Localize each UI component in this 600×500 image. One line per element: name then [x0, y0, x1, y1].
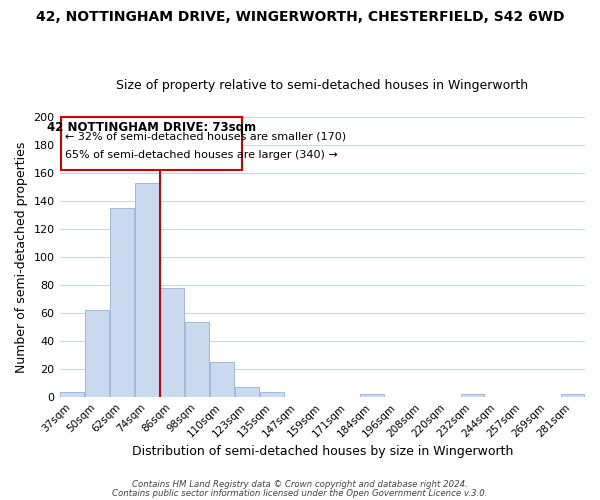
- Bar: [210, 362, 234, 397]
- Bar: [260, 392, 284, 397]
- X-axis label: Distribution of semi-detached houses by size in Wingerworth: Distribution of semi-detached houses by …: [131, 444, 513, 458]
- Text: 42 NOTTINGHAM DRIVE: 73sqm: 42 NOTTINGHAM DRIVE: 73sqm: [47, 121, 256, 134]
- Text: Contains HM Land Registry data © Crown copyright and database right 2024.: Contains HM Land Registry data © Crown c…: [132, 480, 468, 489]
- Bar: [135, 182, 159, 397]
- Text: ← 32% of semi-detached houses are smaller (170): ← 32% of semi-detached houses are smalle…: [65, 132, 346, 141]
- Bar: [560, 394, 584, 397]
- Bar: [160, 288, 184, 397]
- Bar: [361, 394, 384, 397]
- Bar: [60, 392, 84, 397]
- Bar: [461, 394, 484, 397]
- Bar: [235, 388, 259, 397]
- Text: 65% of semi-detached houses are larger (340) →: 65% of semi-detached houses are larger (…: [65, 150, 337, 160]
- Bar: [185, 322, 209, 397]
- Title: Size of property relative to semi-detached houses in Wingerworth: Size of property relative to semi-detach…: [116, 79, 529, 92]
- Text: Contains public sector information licensed under the Open Government Licence v.: Contains public sector information licen…: [112, 489, 488, 498]
- FancyBboxPatch shape: [61, 117, 242, 170]
- Bar: [85, 310, 109, 397]
- Bar: [110, 208, 134, 397]
- Text: 42, NOTTINGHAM DRIVE, WINGERWORTH, CHESTERFIELD, S42 6WD: 42, NOTTINGHAM DRIVE, WINGERWORTH, CHEST…: [36, 10, 564, 24]
- Y-axis label: Number of semi-detached properties: Number of semi-detached properties: [15, 142, 28, 372]
